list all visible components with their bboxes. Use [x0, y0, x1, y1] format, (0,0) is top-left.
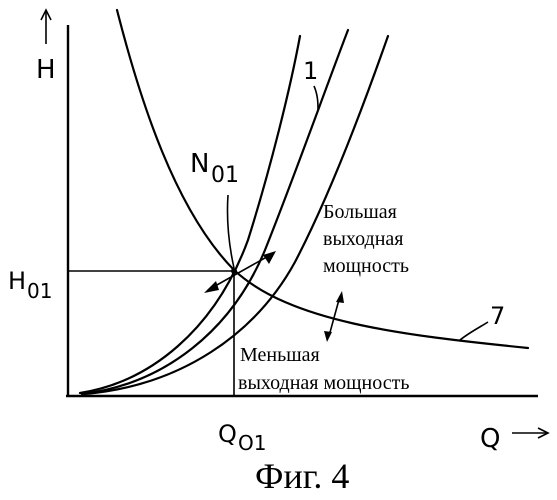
curve-7-label: 7 — [490, 302, 505, 330]
point-label-n: N — [190, 149, 209, 179]
h01-label-sub: 01 — [27, 279, 52, 303]
lower-power-label-line1: Меньшая — [240, 344, 320, 366]
system-curve-7 — [117, 10, 528, 348]
n01-leader-line — [227, 195, 234, 268]
higher-power-label-line1: Большая — [323, 201, 397, 223]
curve-1-leader-line — [314, 86, 318, 110]
q01-label: Q — [218, 420, 237, 448]
point-label-sub: 01 — [211, 163, 239, 188]
h01-label: H — [8, 267, 26, 295]
lower-power-label-line2: выходная мощность — [238, 372, 410, 394]
y-axis-label: H — [36, 55, 56, 85]
curve-1-label: 1 — [303, 57, 318, 85]
pump-curve-left — [80, 36, 300, 393]
higher-power-label-line2: выходная — [323, 228, 404, 250]
figure-caption: Фиг. 4 — [255, 456, 349, 496]
higher-power-label-line3: мощность — [323, 255, 409, 277]
curve-7-leader-line — [460, 322, 488, 340]
x-axis-arrow-icon — [512, 428, 548, 438]
x-axis-label: Q — [480, 424, 500, 454]
q01-label-sub: O1 — [238, 431, 266, 455]
y-axis-arrow-icon — [41, 10, 51, 44]
operating-point-n01 — [231, 268, 237, 274]
